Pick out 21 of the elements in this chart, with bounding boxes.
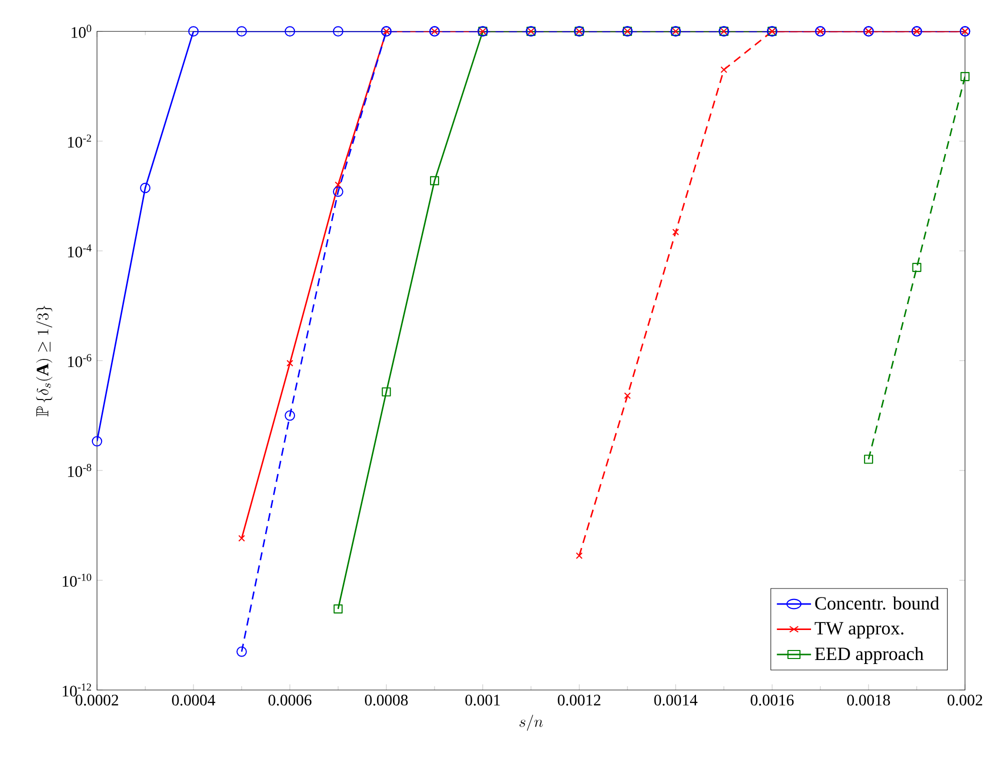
x-tick-label: 0.0008 bbox=[364, 694, 408, 706]
x-tick-label: 0.002 bbox=[948, 694, 982, 706]
y-tick-label: 10$^{-10}$ bbox=[62, 574, 92, 587]
legend-label: TW approx. bbox=[814, 622, 904, 638]
x-tick-label: 0.0012 bbox=[558, 694, 600, 706]
legend-label: Concentr. bound bbox=[815, 596, 940, 610]
y-axis-title: $\mathbb{P}\left\{\delta_s(\mathbf{A}) \geq 1/3\right\}$ bbox=[36, 306, 52, 416]
legend-label: EED approach bbox=[814, 647, 924, 664]
x-tick-label: 0.0014 bbox=[654, 694, 698, 706]
x-tick-label: 0.0016 bbox=[750, 694, 794, 706]
x-tick-label: 0.0002 bbox=[76, 694, 118, 706]
y-tick-label: 10$^{-6}$ bbox=[68, 354, 92, 368]
y-tick-label: 10$^{-2}$ bbox=[68, 134, 92, 148]
y-tick-label: 10$^{0}$ bbox=[72, 24, 92, 38]
x-tick-label: 0.0006 bbox=[268, 694, 312, 706]
x-axis-title: $s/n$ bbox=[520, 714, 543, 731]
y-tick-label: 10$^{-4}$ bbox=[68, 244, 92, 258]
y-tick-label: 10$^{-8}$ bbox=[68, 464, 92, 477]
x-tick-label: 0.001 bbox=[465, 694, 500, 706]
x-tick-label: 0.0018 bbox=[847, 694, 890, 706]
x-tick-label: 0.0004 bbox=[172, 694, 216, 706]
